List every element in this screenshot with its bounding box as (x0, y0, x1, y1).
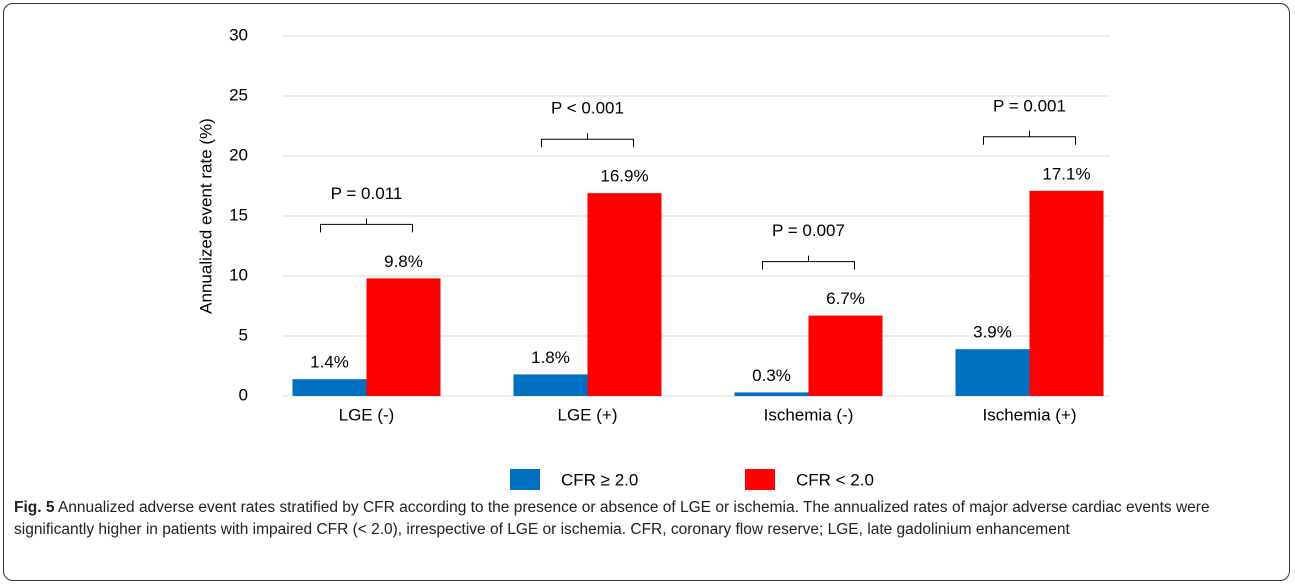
bar (808, 315, 883, 396)
value-label: 6.7% (826, 289, 865, 308)
value-label: 1.8% (531, 348, 570, 367)
value-label: 9.8% (384, 252, 423, 271)
y-tick-label: 0 (239, 385, 248, 404)
legend-label: CFR < 2.0 (796, 470, 874, 489)
p-value-annotation: P = 0.001 (993, 96, 1066, 115)
x-tick-label: Ischemia (+) (983, 405, 1077, 424)
y-tick-label: 25 (229, 85, 248, 104)
x-tick-label: LGE (+) (558, 405, 618, 424)
p-value-annotation: P = 0.007 (772, 221, 845, 240)
p-value-annotation: P = 0.011 (331, 184, 403, 203)
y-tick-label: 15 (229, 205, 248, 224)
legend-swatch (510, 469, 540, 490)
bar (1029, 190, 1104, 396)
bracket (320, 218, 413, 233)
value-label: 0.3% (752, 366, 791, 385)
x-tick-label: Ischemia (-) (764, 405, 854, 424)
x-tick-label: LGE (-) (339, 405, 395, 424)
bracket (983, 130, 1076, 145)
y-tick-label: 5 (239, 325, 248, 344)
bar (587, 193, 662, 396)
bar (513, 374, 588, 396)
bar (955, 349, 1030, 396)
value-label: 16.9% (600, 167, 648, 186)
p-value-annotation: P < 0.001 (551, 99, 624, 118)
bar (734, 392, 809, 396)
caption-text: Annualized adverse event rates stratifie… (14, 499, 1210, 538)
y-tick-label: 30 (229, 25, 248, 44)
y-axis-label: Annualized event rate (%) (196, 118, 215, 314)
caption: Fig. 5 Annualized adverse event rates st… (14, 497, 1276, 541)
bracket (762, 255, 855, 270)
bar (292, 379, 367, 396)
figure-frame (3, 3, 1290, 581)
y-tick-label: 10 (229, 265, 248, 284)
value-label: 17.1% (1042, 164, 1090, 183)
bracket (541, 133, 634, 148)
y-tick-label: 20 (229, 145, 248, 164)
chart: Annualized event rate (%) 0 5 10 15 20 25 30 LG… (196, 25, 1110, 490)
value-label: 1.4% (310, 353, 349, 372)
legend-label: CFR ≥ 2.0 (561, 470, 638, 489)
bar (366, 278, 441, 396)
caption-label: Fig. 5 (14, 499, 55, 516)
value-label: 3.9% (973, 323, 1012, 342)
legend-swatch (745, 469, 775, 490)
